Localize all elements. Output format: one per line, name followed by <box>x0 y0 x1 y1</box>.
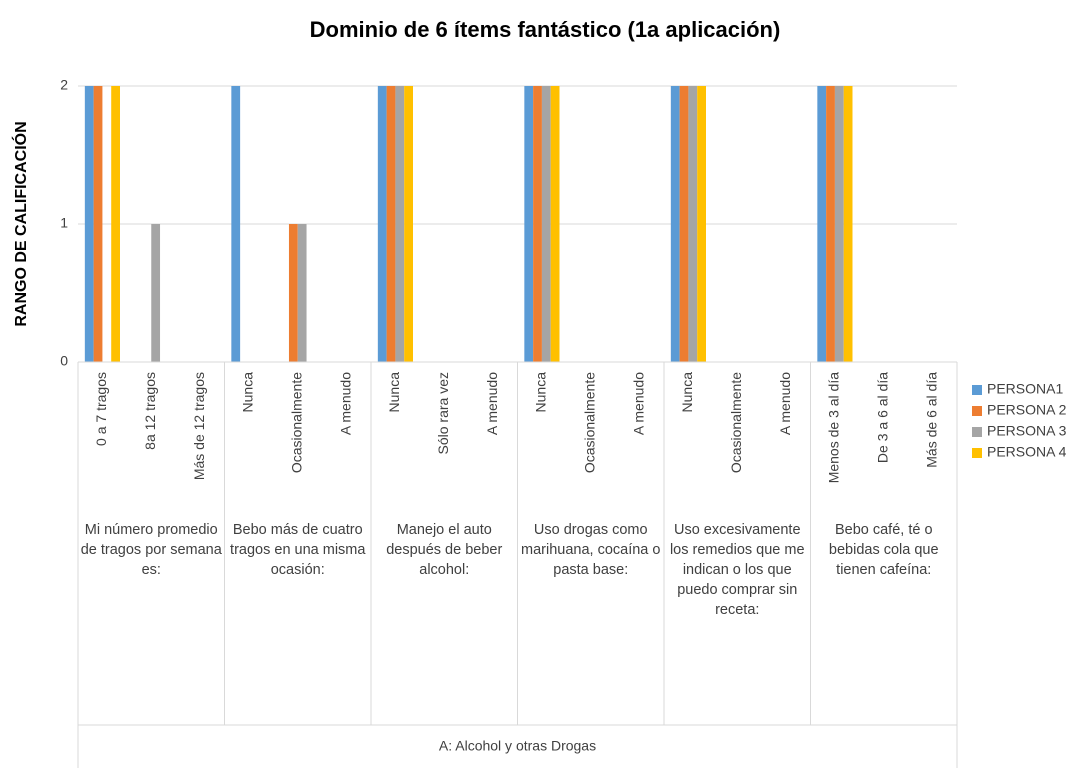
legend-swatch <box>972 448 982 458</box>
x-tick-label: 0 a 7 tragos <box>93 372 109 446</box>
group-label: Uso excesivamente los remedios que me in… <box>669 522 805 618</box>
bar <box>843 86 853 362</box>
bar <box>688 86 698 362</box>
bar <box>297 224 307 362</box>
x-tick-label: Nunca <box>240 372 256 413</box>
x-tick-label: Nunca <box>679 372 695 413</box>
y-tick-label: 2 <box>60 77 68 93</box>
group-label: Bebo más de cuatro tragos en una misma o… <box>230 522 366 578</box>
bar <box>524 86 534 362</box>
x-tick-label: Nunca <box>386 372 402 413</box>
group-label: Mi número promedio de tragos por semana … <box>80 522 222 578</box>
legend-label: PERSONA1 <box>987 381 1063 397</box>
bar <box>404 86 413 362</box>
legend-swatch <box>972 427 982 437</box>
bar <box>533 86 542 362</box>
bar <box>541 86 551 362</box>
x-tick-label: Más de 12 tragos <box>191 372 207 480</box>
legend-label: PERSONA 2 <box>987 402 1067 418</box>
y-tick-label: 1 <box>60 215 68 231</box>
legend-label: PERSONA 4 <box>987 444 1067 460</box>
x-tick-label: De 3 a 6 al día <box>874 372 890 463</box>
bar <box>679 86 689 362</box>
x-tick-label: A menudo <box>337 372 353 435</box>
chart-title: Dominio de 6 ítems fantástico (1a aplica… <box>310 17 781 42</box>
bar <box>550 86 560 362</box>
x-tick-label: Ocasionalmente <box>728 372 744 473</box>
bar <box>817 86 827 362</box>
x-tick-label: A menudo <box>484 372 500 435</box>
x-tick-label: A menudo <box>777 372 793 435</box>
bar <box>84 86 94 362</box>
bar <box>670 86 680 362</box>
bar <box>377 86 387 362</box>
legend-swatch <box>972 385 982 395</box>
group-label: Manejo el auto después de beber alcohol: <box>386 522 503 578</box>
bar <box>151 224 161 362</box>
x-tick-label: 8a 12 tragos <box>142 372 158 450</box>
legend-label: PERSONA 3 <box>987 423 1067 439</box>
x-tick-label: Más de 6 al día <box>923 372 939 468</box>
bar <box>395 86 405 362</box>
super-category-label: A: Alcohol y otras Drogas <box>439 738 596 754</box>
group-label: Bebo café, té o bebidas cola que tienen … <box>828 522 939 578</box>
bar <box>697 86 706 362</box>
x-tick-label: Nunca <box>533 372 549 413</box>
y-tick-label: 0 <box>60 353 68 369</box>
bar <box>231 86 241 362</box>
x-tick-label: Sólo rara vez <box>435 372 451 454</box>
legend-swatch <box>972 406 982 416</box>
bar <box>111 86 120 362</box>
bar <box>288 224 298 362</box>
x-tick-label: Menos de 3 al día <box>826 372 842 484</box>
bar <box>386 86 396 362</box>
group-label: Uso drogas como marihuana, cocaína o pas… <box>521 522 661 578</box>
bar <box>834 86 844 362</box>
bar <box>826 86 835 362</box>
bar <box>93 86 103 362</box>
x-tick-label: A menudo <box>630 372 646 435</box>
x-tick-label: Ocasionalmente <box>581 372 597 473</box>
x-tick-label: Ocasionalmente <box>288 372 304 473</box>
y-axis-label: RANGO DE CALIFICACIÓN <box>11 121 30 326</box>
